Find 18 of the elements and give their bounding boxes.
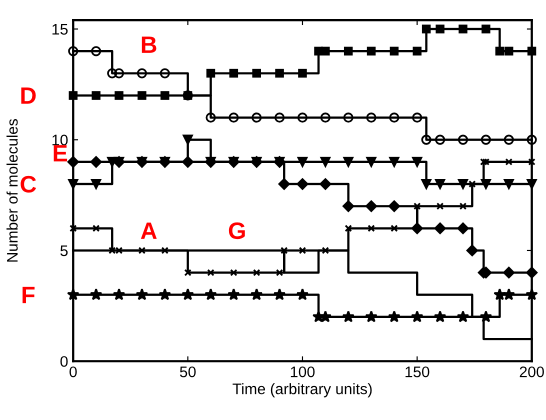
- series-label: F: [22, 286, 35, 304]
- x-tick-label: 0: [70, 366, 77, 378]
- series-label: D: [21, 88, 36, 104]
- series-label: C: [20, 176, 36, 193]
- series-label: A: [140, 222, 157, 239]
- series-label: B: [142, 36, 156, 53]
- x-axis-title: Time (arbitrary units): [232, 383, 372, 398]
- y-tick-label: 15: [52, 24, 68, 35]
- y-tick-label: 10: [52, 134, 68, 146]
- y-tick-label: 5: [60, 246, 68, 256]
- series-label: G: [228, 222, 245, 240]
- x-tick-label: 100: [290, 366, 315, 378]
- x-tick-label: 150: [406, 366, 430, 378]
- y-axis-title: Number of molecules: [6, 119, 18, 262]
- x-tick-label: 50: [180, 366, 196, 378]
- series-label: E: [54, 145, 68, 162]
- x-tick-label: 200: [520, 366, 544, 378]
- y-tick-label: 0: [60, 356, 68, 367]
